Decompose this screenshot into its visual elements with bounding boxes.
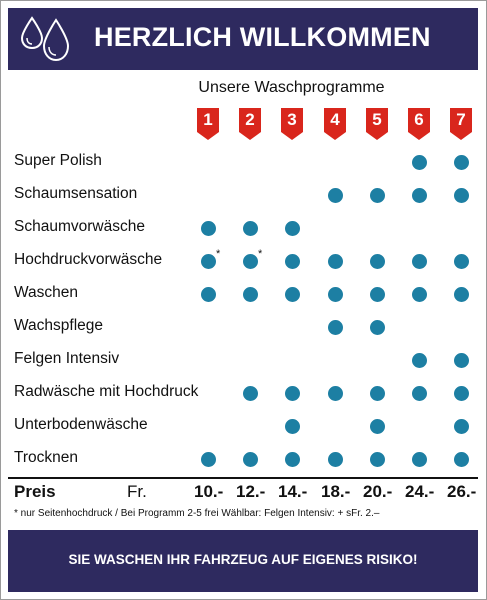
included-dot xyxy=(242,286,258,302)
service-label: Waschen xyxy=(14,284,79,301)
water-drops-icon xyxy=(20,16,70,62)
program-price: 20.- xyxy=(363,482,393,501)
program-number: 3 xyxy=(287,110,297,129)
included-dot xyxy=(242,451,258,467)
program-price: 14.- xyxy=(278,482,308,501)
program-number: 2 xyxy=(245,110,255,129)
program-number: 6 xyxy=(414,110,424,129)
price-label: Preis xyxy=(14,482,56,501)
program-badge-1: 1 xyxy=(197,108,219,140)
included-dot xyxy=(327,385,343,401)
included-dot xyxy=(453,418,469,434)
included-dot xyxy=(284,418,300,434)
price-separator xyxy=(8,477,478,479)
included-dot xyxy=(200,220,216,236)
service-label: Schaumsensation xyxy=(14,185,138,202)
included-dot xyxy=(411,253,427,269)
program-number: 1 xyxy=(203,110,213,129)
program-badge-6: 6 xyxy=(408,108,430,140)
included-dot xyxy=(327,319,343,335)
included-dot xyxy=(200,253,216,269)
program-price: 26.- xyxy=(447,482,477,501)
included-dot xyxy=(453,253,469,269)
program-badge-4: 4 xyxy=(324,108,346,140)
included-dot xyxy=(327,187,343,203)
included-dot xyxy=(453,352,469,368)
program-price: 12.- xyxy=(236,482,266,501)
program-number: 4 xyxy=(330,110,340,129)
included-dot xyxy=(242,385,258,401)
service-label: Wachspflege xyxy=(14,317,104,334)
included-dot xyxy=(369,385,385,401)
program-price: 10.- xyxy=(194,482,224,501)
included-dot xyxy=(453,187,469,203)
included-dot xyxy=(411,154,427,170)
included-dot xyxy=(453,286,469,302)
program-badge-5: 5 xyxy=(366,108,388,140)
service-label: Hochdruckvorwäsche xyxy=(14,251,163,268)
service-label: Super Polish xyxy=(14,152,102,169)
included-dot xyxy=(411,352,427,368)
included-dot xyxy=(327,286,343,302)
service-label: Unterbodenwäsche xyxy=(14,416,148,433)
service-label: Felgen Intensiv xyxy=(14,350,120,367)
included-dot xyxy=(453,154,469,170)
included-dot xyxy=(411,187,427,203)
included-dot xyxy=(369,319,385,335)
included-dot xyxy=(200,451,216,467)
included-dot xyxy=(327,451,343,467)
footnote: * nur Seitenhochdruck / Bei Programm 2-5… xyxy=(14,508,380,519)
program-number: 7 xyxy=(456,110,466,129)
program-badge-2: 2 xyxy=(239,108,261,140)
service-label: Trocknen xyxy=(14,449,79,466)
included-dot xyxy=(200,286,216,302)
service-label: Schaumvorwäsche xyxy=(14,218,145,235)
header-banner: HERZLICH WILLKOMMEN xyxy=(8,8,478,70)
included-dot xyxy=(411,286,427,302)
currency-label: Fr. xyxy=(127,482,147,501)
included-dot xyxy=(242,253,258,269)
included-dot xyxy=(284,253,300,269)
included-dot xyxy=(369,286,385,302)
included-dot xyxy=(369,187,385,203)
included-dot xyxy=(453,385,469,401)
footer-banner: SIE WASCHEN IHR FAHRZEUG AUF EIGENES RIS… xyxy=(8,530,478,592)
included-dot xyxy=(369,451,385,467)
service-label: Radwäsche mit Hochdruck xyxy=(14,383,199,400)
program-price: 18.- xyxy=(321,482,351,501)
program-badge-7: 7 xyxy=(450,108,472,140)
welcome-title: HERZLICH WILLKOMMEN xyxy=(94,22,431,52)
risk-notice: SIE WASCHEN IHR FAHRZEUG AUF EIGENES RIS… xyxy=(68,552,418,567)
included-dot xyxy=(284,220,300,236)
included-dot xyxy=(453,451,469,467)
included-dot xyxy=(284,286,300,302)
included-dot xyxy=(327,253,343,269)
footnote-star: * xyxy=(258,248,263,260)
included-dot xyxy=(369,253,385,269)
program-number: 5 xyxy=(372,110,382,129)
program-price: 24.- xyxy=(405,482,435,501)
included-dot xyxy=(411,451,427,467)
included-dot xyxy=(369,418,385,434)
included-dot xyxy=(411,385,427,401)
included-dot xyxy=(284,451,300,467)
programs-subtitle: Unsere Waschprogramme xyxy=(198,79,385,96)
included-dot xyxy=(284,385,300,401)
footnote-star: * xyxy=(216,248,221,260)
program-badge-3: 3 xyxy=(281,108,303,140)
included-dot xyxy=(242,220,258,236)
